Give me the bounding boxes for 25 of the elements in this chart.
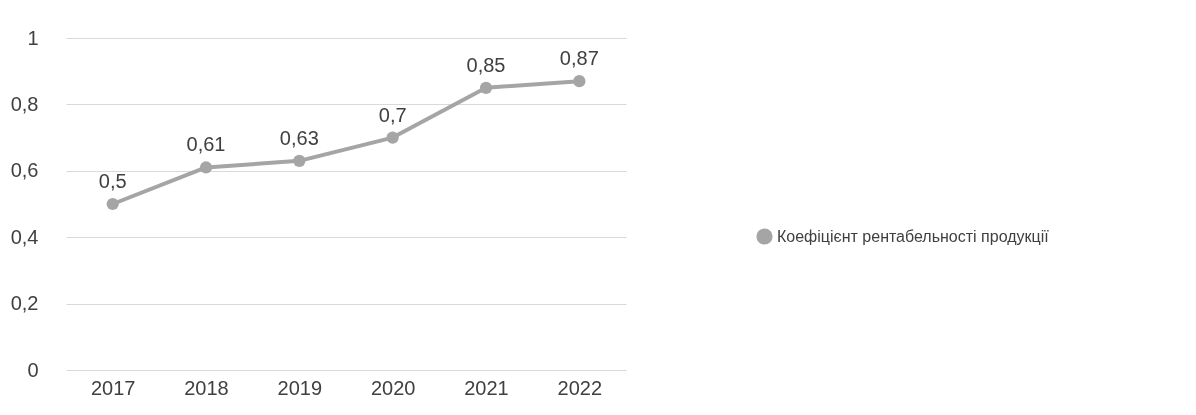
y-tick-label: 0,8	[10, 92, 39, 115]
point	[293, 154, 306, 167]
x-tick-label: 2020	[370, 376, 416, 399]
data-label: 0,61	[186, 133, 226, 156]
x-tick-label: 2022	[557, 376, 603, 399]
point	[386, 131, 399, 144]
data-label: 0,85	[466, 53, 506, 76]
x-tick-label: 2019	[277, 376, 323, 399]
data-label: 0,63	[279, 126, 319, 149]
data-label: 0,87	[559, 47, 599, 70]
data-label: 0,7	[378, 103, 407, 126]
y-tick-label: 0,2	[10, 292, 39, 315]
legend-label: Коефіцієнт рентабельності продукції	[777, 227, 1050, 245]
x-tick-label: 2018	[184, 376, 229, 399]
x-tick-label: 2017	[90, 376, 136, 399]
point	[479, 81, 493, 94]
data-label: 0,5	[98, 170, 127, 192]
y-tick-label: 1	[27, 26, 39, 49]
y-tick-label: 0	[27, 358, 39, 381]
y-tick-label: 0,4	[10, 225, 39, 248]
y-tick-label: 0,6	[10, 159, 39, 182]
point	[573, 75, 586, 88]
point	[106, 197, 119, 211]
point	[199, 161, 213, 174]
x-tick-label: 2021	[464, 376, 509, 399]
